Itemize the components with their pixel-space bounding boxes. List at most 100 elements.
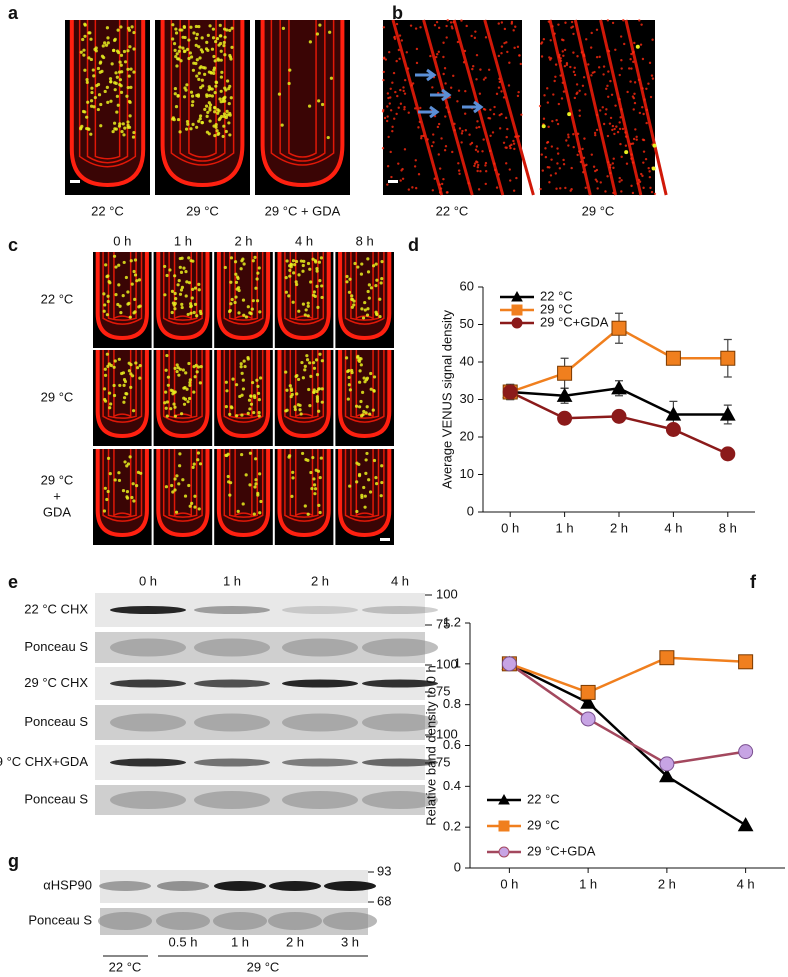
nucleus	[320, 295, 324, 300]
nucleus	[241, 298, 246, 302]
nucleus	[242, 359, 246, 363]
chloroplast	[649, 186, 652, 190]
nucleus	[114, 71, 118, 75]
nucleus	[164, 485, 169, 489]
nucleus	[119, 311, 123, 315]
data-point	[580, 711, 596, 727]
chloroplast	[478, 92, 482, 95]
chloroplast	[387, 96, 390, 100]
nucleus	[173, 291, 177, 296]
data-point	[611, 320, 627, 336]
chloroplast	[515, 176, 518, 180]
nucleus	[114, 265, 118, 269]
chloroplast	[387, 135, 390, 139]
nucleus	[180, 28, 184, 32]
nucleus	[374, 262, 378, 266]
column-header: 1 h	[223, 573, 241, 588]
chloroplast	[558, 55, 561, 58]
chloroplast	[458, 127, 462, 130]
root-layer	[107, 252, 137, 321]
chloroplast	[505, 41, 508, 44]
nucleus	[180, 285, 185, 289]
root-layer	[355, 252, 374, 320]
chloroplast	[510, 143, 513, 147]
nucleus	[230, 45, 234, 49]
chloroplast	[653, 192, 657, 196]
chloroplast	[580, 51, 584, 54]
nucleus	[352, 299, 356, 303]
chloroplast	[453, 128, 456, 132]
mw-marker: 100	[436, 656, 458, 671]
chloroplast	[577, 150, 581, 153]
nucleus	[215, 129, 219, 133]
data-point	[737, 817, 754, 832]
chloroplast	[456, 100, 459, 103]
nucleus	[166, 375, 170, 379]
chloroplast	[609, 163, 612, 167]
nucleus	[191, 100, 195, 104]
chloroplast	[477, 163, 480, 167]
chloroplast	[513, 46, 516, 50]
chloroplast	[604, 112, 607, 116]
nucleus	[294, 280, 298, 284]
chloroplast	[384, 58, 388, 61]
nucleus	[362, 485, 366, 490]
nucleus	[83, 110, 87, 114]
nucleus	[369, 387, 373, 391]
chloroplast	[457, 162, 460, 165]
chloroplast	[396, 94, 399, 98]
nucleus	[319, 456, 323, 460]
chloroplast	[556, 122, 560, 126]
chloroplast	[573, 66, 576, 70]
nucleus	[175, 363, 179, 367]
nucleus	[184, 294, 188, 298]
nucleus	[219, 58, 223, 62]
chloroplast	[620, 59, 623, 62]
nucleus	[291, 476, 295, 480]
nucleus	[347, 375, 351, 380]
nucleus	[257, 414, 261, 418]
chloroplast	[506, 50, 509, 54]
nucleus	[229, 57, 233, 61]
y-tick-label: 50	[460, 316, 474, 331]
chloroplast	[451, 27, 454, 30]
nucleus	[116, 302, 120, 307]
row-label: +	[53, 488, 61, 503]
y-tick-label: 0	[454, 859, 461, 874]
band	[194, 679, 270, 688]
chloroplast	[497, 173, 500, 176]
nucleus	[246, 305, 250, 309]
nucleus	[216, 108, 220, 112]
chloroplast	[392, 71, 396, 75]
chloroplast	[389, 87, 392, 90]
nucleus	[212, 54, 216, 59]
nucleus	[317, 99, 321, 103]
chloroplast	[508, 168, 511, 171]
nucleus	[284, 370, 288, 374]
nucleus	[244, 473, 248, 477]
data-point	[659, 768, 675, 783]
nucleus	[173, 488, 177, 492]
chloroplast	[386, 165, 390, 168]
root-outline	[338, 252, 392, 341]
nucleus	[296, 403, 300, 407]
chloroplast	[386, 183, 389, 186]
nucleus	[81, 37, 85, 42]
chloroplast	[642, 150, 646, 153]
nucleus	[219, 89, 223, 93]
nucleus	[237, 311, 241, 315]
band	[282, 758, 358, 767]
nucleus	[200, 50, 205, 54]
nucleus	[105, 497, 109, 502]
nucleus	[320, 359, 324, 363]
nucleus	[362, 376, 366, 380]
chloroplast	[513, 147, 516, 151]
nucleus	[175, 52, 179, 56]
nucleus	[130, 282, 134, 286]
chloroplast	[643, 98, 646, 101]
nucleus	[97, 93, 102, 97]
chloroplast	[602, 122, 606, 126]
nucleus	[189, 259, 193, 263]
mw-marker: 93	[377, 863, 391, 878]
nucleus	[298, 408, 302, 412]
